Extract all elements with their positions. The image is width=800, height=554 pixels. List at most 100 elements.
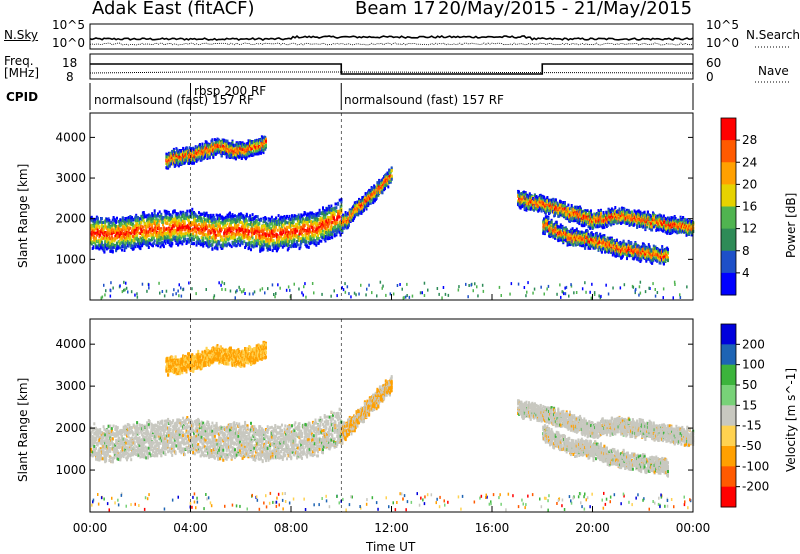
range-gate-cell: [208, 235, 211, 239]
range-gate-cell: [165, 236, 168, 240]
freq-tick-top: 18: [62, 56, 78, 70]
range-gate-cell: [151, 238, 154, 242]
range-gate-cell: [118, 221, 121, 225]
range-gate-cell: [129, 226, 132, 230]
range-gate-cell: [95, 233, 98, 237]
range-gate-cell: [119, 218, 122, 222]
range-gate-cell: [98, 226, 101, 230]
range-gate-cell: [381, 191, 384, 194]
range-gate-cell: [124, 239, 127, 242]
range-gate-cell: [156, 222, 159, 225]
range-gate-cell: [178, 234, 181, 238]
range-gate-cell: [193, 242, 195, 246]
range-gate-cell: [127, 228, 130, 232]
range-gate-cell: [274, 228, 277, 232]
nsky-tick-bottom: 10^0: [52, 36, 85, 50]
range-gate-cell: [157, 223, 160, 227]
range-gate-cell: [180, 218, 183, 222]
range-gate-cell: [132, 235, 135, 239]
range-gate-cell: [126, 236, 129, 240]
range-gate-cell: [155, 232, 158, 236]
range-gate-cell: [171, 242, 174, 246]
range-gate-cell: [180, 236, 183, 240]
range-gate-cell: [251, 236, 254, 240]
range-gate-cell: [108, 219, 111, 222]
range-gate-cell: [123, 249, 126, 252]
range-gate-cell: [110, 239, 113, 243]
range-gate-cell: [162, 220, 164, 224]
range-gate-cell: [125, 241, 128, 245]
range-gate-cell: [131, 222, 134, 226]
range-gate-cell: [111, 242, 114, 246]
range-gate-cell: [192, 232, 195, 236]
range-gate-cell: [214, 227, 217, 231]
range-gate-cell: [182, 234, 185, 238]
range-gate-cell: [147, 238, 150, 242]
range-gate-cell: [100, 230, 102, 234]
range-gate-cell: [179, 227, 182, 231]
range-gate-cell: [192, 221, 195, 225]
range-gate-cell: [147, 218, 150, 221]
range-gate-cell: [209, 213, 212, 217]
range-gate-cell: [147, 246, 150, 249]
range-gate-cell: [275, 216, 278, 220]
range-gate-cell: [137, 226, 140, 230]
range-gate-cell: [118, 240, 121, 244]
range-gate-cell: [125, 226, 128, 230]
range-gate-cell: [108, 222, 111, 226]
range-gate-cell: [177, 213, 180, 217]
range-gate-cell: [106, 230, 109, 234]
range-gate-cell: [249, 214, 252, 218]
range-gate-cell: [163, 232, 166, 236]
range-gate-cell: [160, 227, 163, 231]
range-gate-cell: [123, 232, 126, 236]
range-gate-cell: [199, 243, 202, 247]
range-gate-cell: [220, 235, 223, 239]
range-gate-cell: [171, 230, 174, 234]
range-gate-cell: [152, 233, 154, 237]
range-gate-cell: [167, 231, 170, 235]
range-gate-cell: [250, 248, 252, 252]
range-gate-cell: [174, 163, 177, 167]
range-gate-cell: [203, 211, 206, 215]
nsearch-tick-bottom: 10^0: [706, 36, 739, 50]
range-gate-cell: [186, 231, 189, 235]
range-gate-cell: [94, 220, 97, 224]
range-gate-cell: [186, 209, 189, 213]
range-gate-cell: [182, 211, 185, 215]
range-gate-cell: [165, 213, 168, 217]
range-gate-cell: [93, 228, 96, 232]
range-gate-cell: [149, 231, 152, 235]
range-gate-cell: [201, 223, 204, 227]
range-gate-cell: [138, 223, 141, 227]
range-gate-cell: [201, 142, 204, 146]
range-gate-cell: [182, 232, 185, 236]
range-gate-cell: [142, 240, 145, 244]
range-gate-cell: [186, 146, 189, 150]
range-gate-cell: [101, 237, 104, 241]
range-gate-cell: [198, 231, 201, 235]
range-gate-cell: [160, 212, 163, 216]
range-gate-cell: [170, 224, 173, 228]
range-gate-cell: [110, 227, 113, 231]
range-gate-cell: [171, 227, 174, 231]
range-gate-cell: [146, 234, 149, 238]
range-gate-cell: [292, 220, 295, 224]
range-gate-cell: [187, 237, 190, 241]
range-gate-cell: [142, 219, 145, 223]
range-gate-cell: [191, 207, 194, 211]
range-gate-cell: [162, 223, 164, 227]
range-gate-cell: [205, 211, 208, 215]
range-gate-cell: [184, 233, 187, 237]
range-gate-cell: [215, 213, 218, 217]
range-gate-cell: [363, 208, 365, 212]
range-gate-cell: [181, 228, 184, 232]
range-gate-cell: [293, 238, 296, 242]
range-gate-cell: [126, 219, 128, 223]
range-gate-cell: [152, 241, 155, 245]
range-gate-cell: [206, 237, 209, 241]
cpid-label: CPID: [6, 90, 39, 104]
range-gate-cell: [113, 239, 116, 243]
range-gate-cell: [174, 236, 177, 240]
